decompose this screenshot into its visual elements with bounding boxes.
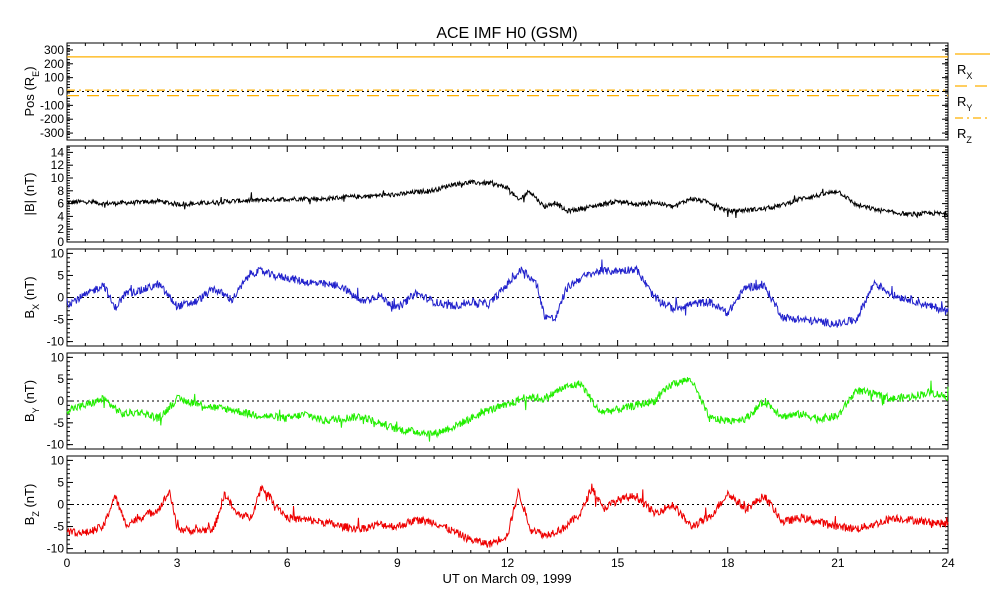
legend-label: RX — [957, 62, 972, 81]
y-tick-label: 12 — [51, 158, 65, 172]
y-tick-label: 10 — [51, 171, 65, 185]
x-tick-label: 12 — [501, 556, 515, 570]
series-line-bz — [66, 483, 949, 548]
y-tick-label: -10 — [47, 542, 65, 556]
y-tick-label: 0 — [57, 85, 64, 99]
y-tick-label: 14 — [51, 145, 65, 159]
series-line-btot — [66, 178, 949, 219]
panel-bx: 10 5 0 -5 -10 BX (nT) — [22, 246, 949, 349]
y-tick-label: -5 — [53, 313, 64, 327]
y-tick-label: 200 — [44, 57, 64, 71]
panel-bz: 10 5 0 -5 -10 BZ (nT) 0 3 6 9 12 15 18 21 24 — [22, 453, 955, 570]
y-tick-label: 4 — [57, 209, 64, 223]
x-tick-label: 0 — [64, 556, 71, 570]
y-axis-label: BX (nT) — [22, 276, 41, 318]
y-tick-label: 10 — [51, 246, 65, 260]
panel-frame — [66, 145, 949, 243]
y-tick-label: 10 — [51, 453, 65, 467]
y-tick-label: 5 — [57, 268, 64, 282]
x-tick-label: 15 — [611, 556, 625, 570]
x-tick-label: 3 — [174, 556, 181, 570]
y-tick-label: -5 — [53, 416, 64, 430]
y-tick-label: 0 — [57, 498, 64, 512]
y-tick-label: -200 — [40, 112, 64, 126]
series-line-bx — [66, 259, 949, 328]
chart-title: ACE IMF H0 (GSM) — [436, 25, 577, 42]
y-tick-label: -100 — [40, 98, 64, 112]
y-tick-label: 10 — [51, 350, 65, 364]
y-axis-label: BZ (nT) — [22, 484, 41, 526]
panel-by: 10 5 0 -5 -10 BY (nT) — [22, 350, 949, 452]
y-tick-label: -10 — [47, 335, 65, 349]
y-tick-label: 5 — [57, 475, 64, 489]
y-tick-label: 6 — [57, 197, 64, 211]
y-tick-label: -10 — [47, 438, 65, 452]
legend-label: RZ — [957, 126, 972, 145]
y-tick-label: 0 — [57, 394, 64, 408]
y-tick-label: 0 — [57, 291, 64, 305]
y-tick-label: 8 — [57, 184, 64, 198]
x-axis-label: UT on March 09, 1999 — [442, 571, 571, 586]
y-tick-label: 0 — [57, 235, 64, 249]
y-tick-label: 300 — [44, 43, 64, 57]
y-tick-label: 5 — [57, 372, 64, 386]
legend-label: RY — [957, 94, 972, 113]
y-axis-label: |B| (nT) — [22, 173, 37, 216]
y-tick-label: -300 — [40, 126, 64, 140]
x-tick-label: 18 — [721, 556, 735, 570]
x-tick-label: 9 — [394, 556, 401, 570]
y-tick-label: -5 — [53, 520, 64, 534]
series-line-by — [66, 377, 949, 442]
y-tick-label: 100 — [44, 71, 64, 85]
x-tick-label: 21 — [831, 556, 845, 570]
y-axis-label: BY (nT) — [22, 380, 41, 422]
y-axis-label: Pos (RE) — [22, 66, 41, 116]
x-tick-label: 6 — [284, 556, 291, 570]
y-tick-label: 2 — [57, 222, 64, 236]
x-tick-label: 24 — [941, 556, 955, 570]
